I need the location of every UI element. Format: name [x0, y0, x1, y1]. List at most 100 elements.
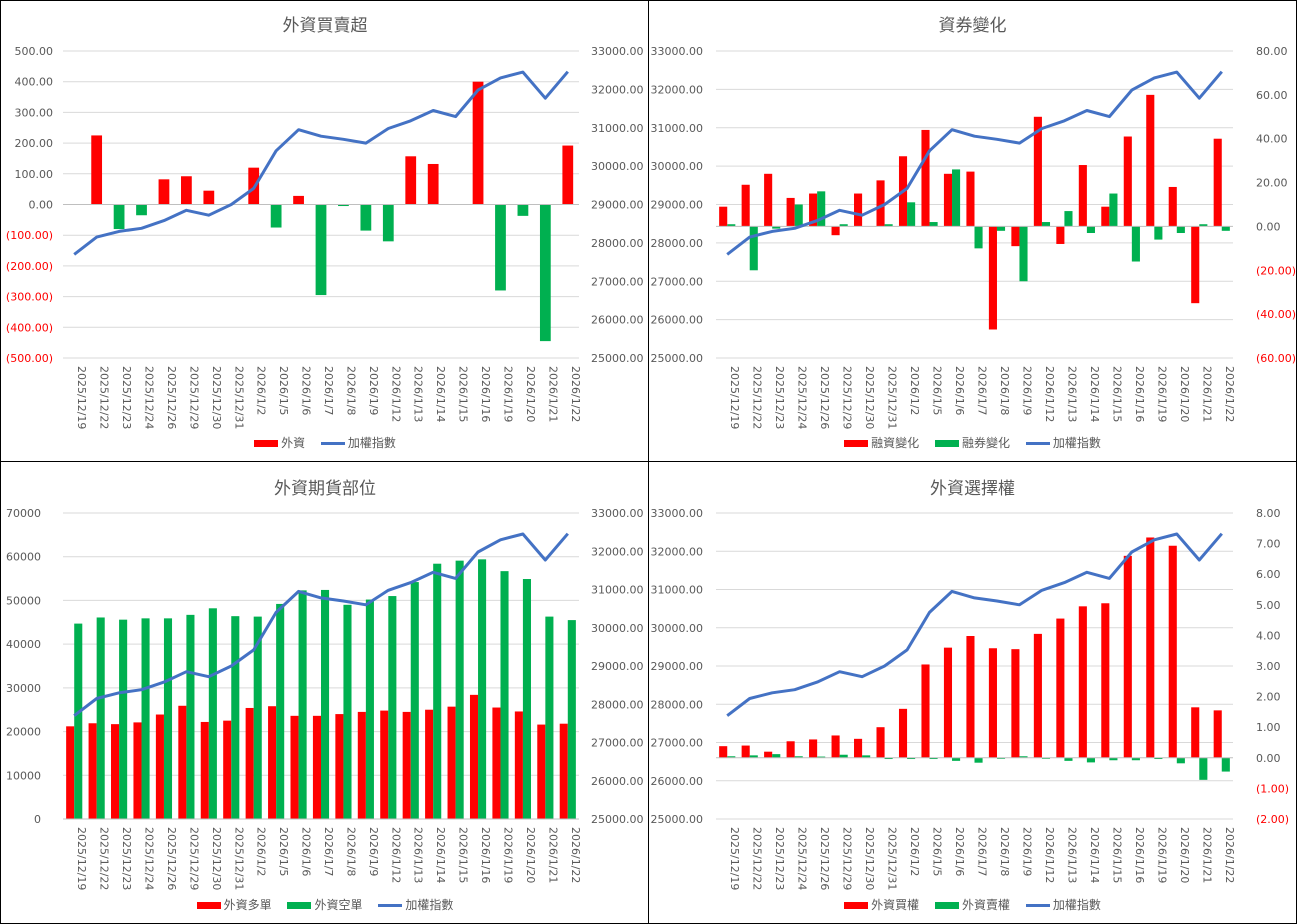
y-right-tick-label: 60.00 [1256, 89, 1288, 102]
y-right-tick-label: 27000.00 [591, 275, 644, 288]
bar [1221, 757, 1230, 772]
y-left-tick-label: 30000.00 [651, 622, 704, 635]
bar [764, 751, 773, 758]
y-right-tick-label: (60.00) [1256, 352, 1296, 365]
bar [1199, 224, 1208, 227]
bar [966, 636, 975, 758]
bar [562, 145, 574, 205]
bar [1033, 116, 1042, 227]
chart-svg: 0 10000 20000 30000 40000 50000 60000 70000 2500… [6, 507, 644, 890]
x-tick-label: 2026/1/13 [412, 827, 425, 883]
x-tick-label: 2026/1/20 [1178, 827, 1191, 883]
bar [1168, 545, 1177, 758]
bar [433, 563, 442, 819]
x-tick-label: 2026/1/14 [1088, 366, 1101, 422]
x-tick-label: 2026/1/22 [569, 827, 582, 883]
y-right-tick-label: 80.00 [1256, 45, 1288, 58]
x-tick-label: 2026/1/16 [479, 366, 492, 422]
bar [203, 190, 215, 205]
bar [929, 757, 938, 760]
x-tick-label: 2025/12/30 [863, 366, 876, 429]
bar [1213, 710, 1222, 758]
y-right-tick-label: 25000.00 [591, 813, 644, 826]
x-tick-label: 2026/1/14 [434, 827, 447, 883]
chart-legend: 融資變化 融券變化 加權指數 [649, 434, 1296, 451]
bar [1086, 226, 1095, 234]
bar [907, 757, 916, 760]
y-right-tick-label: 25000.00 [591, 352, 644, 365]
bar [839, 754, 848, 758]
bar [786, 197, 795, 227]
x-tick-label: 2025/12/31 [886, 827, 899, 890]
bar [1064, 211, 1073, 227]
bar [500, 571, 509, 819]
x-tick-label: 2026/1/5 [931, 366, 944, 415]
legend-item: 融券變化 [934, 434, 1010, 451]
y-right-tick-label: 28000.00 [591, 237, 644, 250]
bar [854, 738, 863, 758]
bar [514, 711, 523, 819]
x-tick-label: 2026/1/21 [1200, 827, 1213, 883]
bar [321, 589, 330, 819]
x-tick-label: 2025/12/23 [773, 827, 786, 890]
bar [749, 755, 758, 758]
x-tick-label: 2026/1/19 [501, 827, 514, 883]
bar [1086, 757, 1095, 763]
x-tick-label: 2026/1/16 [1133, 827, 1146, 883]
bar [741, 745, 750, 758]
bar [1123, 136, 1132, 227]
x-tick-label: 2025/12/24 [143, 366, 156, 429]
x-tick-label: 2025/12/29 [187, 827, 200, 890]
bar [455, 560, 464, 819]
x-tick-label: 2026/1/21 [1200, 366, 1213, 422]
y-left-tick-label: 30000.00 [651, 160, 704, 173]
y-right-tick-label: 29000.00 [591, 660, 644, 673]
x-tick-label: 2025/12/26 [818, 827, 831, 890]
x-tick-label: 2025/12/24 [796, 366, 809, 429]
bar [1056, 618, 1065, 758]
chart-legend: 外資 加權指數 [1, 434, 649, 451]
bar [186, 614, 195, 819]
index-line [73, 532, 569, 717]
bar [876, 727, 885, 758]
chart-panel-margin-short: 資券變化 25000.00 26000.00 27000.00 28000.00 290… [648, 0, 1297, 463]
bar [1064, 757, 1073, 761]
y-right-tick-label: (20.00) [1256, 264, 1296, 277]
x-tick-label: 2025/12/26 [165, 827, 178, 890]
bar [388, 596, 397, 819]
x-tick-label: 2026/1/20 [1178, 366, 1191, 422]
x-tick-label: 2025/12/22 [751, 366, 764, 429]
y-right-tick-label: 29000.00 [591, 199, 644, 212]
x-tick-label: 2025/12/19 [728, 827, 741, 890]
bar [312, 715, 321, 819]
bar [276, 603, 285, 819]
bar [898, 708, 908, 758]
legend-swatch-green [934, 440, 959, 447]
x-tick-label: 2026/1/2 [255, 366, 268, 415]
y-left-tick-label: 29000.00 [651, 660, 704, 673]
bar [1041, 222, 1051, 227]
x-tick-label: 2026/1/2 [255, 827, 268, 876]
y-left-tick-label: (100.00) [6, 229, 53, 242]
x-tick-label: 2026/1/22 [569, 366, 582, 422]
y-right-tick-label: (1.00) [1256, 782, 1289, 795]
bar [402, 711, 411, 819]
x-tick-label: 2025/12/26 [818, 366, 831, 429]
x-tick-label: 2026/1/12 [1043, 827, 1056, 883]
bar [522, 579, 531, 819]
bar [223, 720, 232, 819]
bar [200, 721, 209, 819]
y-left-tick-label: (400.00) [6, 321, 53, 334]
y-right-tick-label: 7.00 [1256, 538, 1281, 551]
x-tick-label: 2025/12/30 [210, 827, 223, 890]
x-tick-label: 2026/1/6 [953, 827, 966, 876]
bar [1131, 226, 1140, 262]
x-tick-label: 2026/1/20 [524, 827, 537, 883]
y-right-tick-label: 0.00 [1256, 752, 1281, 765]
bar [268, 706, 277, 819]
bar [1131, 757, 1140, 761]
legend-item: 融資變化 [844, 434, 919, 451]
x-tick-label: 2025/12/31 [232, 827, 245, 890]
y-right-tick-label: 30000.00 [591, 160, 644, 173]
x-tick-label: 2025/12/29 [187, 366, 200, 429]
